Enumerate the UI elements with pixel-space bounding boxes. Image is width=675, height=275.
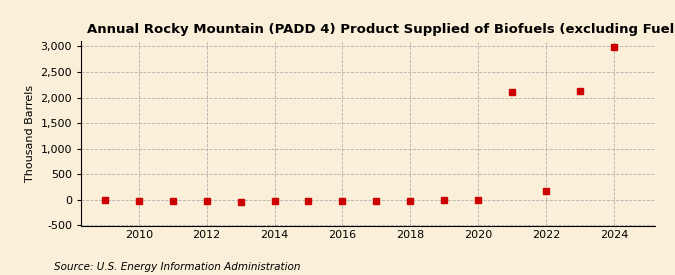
Text: Source: U.S. Energy Information Administration: Source: U.S. Energy Information Administ…: [54, 262, 300, 272]
Y-axis label: Thousand Barrels: Thousand Barrels: [25, 85, 35, 182]
Text: Annual Rocky Mountain (PADD 4) Product Supplied of Biofuels (excluding Fuel Etha: Annual Rocky Mountain (PADD 4) Product S…: [86, 23, 675, 36]
